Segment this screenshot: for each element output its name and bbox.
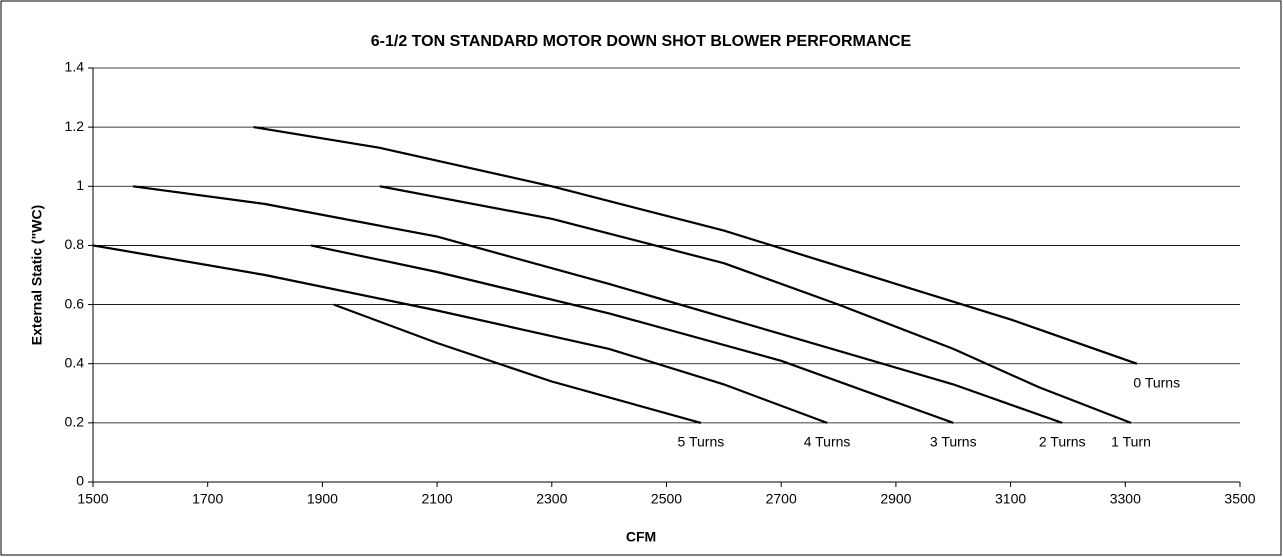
chart-title: 6-1/2 TON STANDARD MOTOR DOWN SHOT BLOWE… (371, 33, 912, 50)
series-line (379, 185, 1132, 424)
x-tick-label: 2700 (766, 491, 797, 507)
series-line (333, 303, 702, 424)
series-line (253, 126, 1138, 365)
series-label: 1 Turn (1111, 434, 1151, 450)
x-tick-label: 2900 (880, 491, 911, 507)
y-tick-label: 0.4 (65, 354, 85, 370)
series-label: 4 Turns (804, 434, 851, 450)
y-tick-label: 0.8 (65, 236, 85, 252)
series-line (92, 244, 828, 424)
x-tick-label: 3300 (1110, 491, 1141, 507)
y-tick-label: 1.4 (65, 59, 85, 75)
x-tick-label: 1700 (192, 491, 223, 507)
y-tick-label: 0.6 (65, 295, 85, 311)
y-tick-label: 0.2 (65, 414, 85, 430)
series-label: 3 Turns (930, 434, 977, 450)
x-axis-label: CFM (626, 529, 656, 545)
series-label: 5 Turns (678, 434, 725, 450)
x-tick-label: 1900 (307, 491, 338, 507)
series-line (310, 244, 954, 424)
x-tick-label: 3100 (995, 491, 1026, 507)
series-line (132, 185, 1063, 424)
x-tick-label: 3500 (1224, 491, 1255, 507)
x-tick-label: 2500 (651, 491, 682, 507)
y-tick-label: 1 (76, 177, 84, 193)
y-tick-label: 0 (76, 473, 84, 489)
x-tick-label: 2300 (536, 491, 567, 507)
y-tick-label: 1.2 (65, 118, 85, 134)
x-tick-label: 2100 (422, 491, 453, 507)
series-label: 0 Turns (1133, 374, 1180, 390)
x-tick-label: 1500 (77, 491, 108, 507)
series-label: 2 Turns (1039, 434, 1086, 450)
y-axis-label: External Static ("WC) (29, 205, 45, 345)
